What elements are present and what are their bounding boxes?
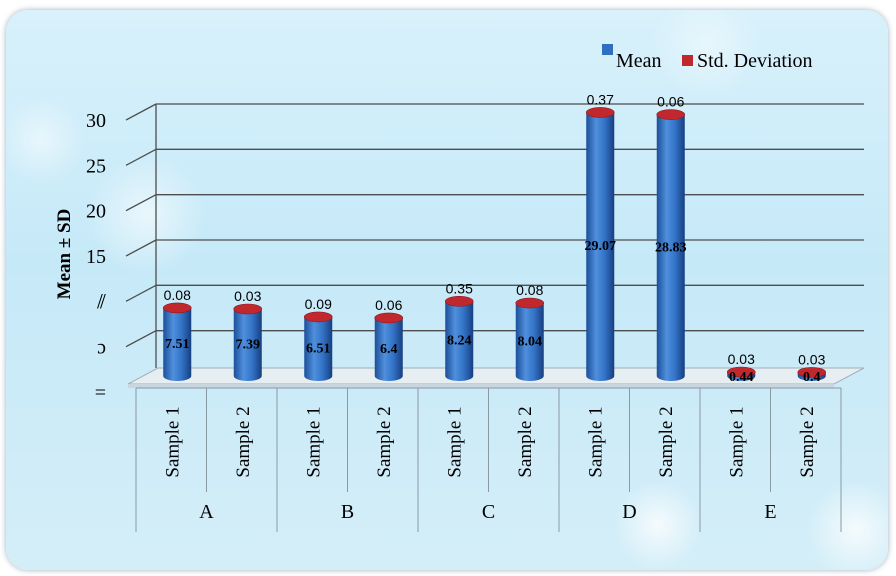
legend-swatch-mean	[602, 44, 613, 55]
y-tick-label: 25	[86, 155, 106, 177]
bar-body	[586, 112, 615, 382]
x-tick-label: Sample 2	[233, 406, 254, 477]
mean-value-label: 29.07	[585, 239, 617, 254]
bars: 7.510.087.390.036.510.096.40.068.240.358…	[162, 91, 827, 385]
x-tick-label: Sample 2	[515, 406, 536, 477]
background-highlights	[6, 10, 888, 570]
bar: 28.83 0.06	[655, 94, 687, 382]
x-tick-label: Sample 1	[303, 406, 324, 477]
bar-body	[374, 317, 403, 382]
bar-body	[304, 316, 333, 382]
mean-value-label: 28.83	[655, 240, 687, 255]
gridline-depth	[125, 103, 157, 121]
bar: 8.24 0.35	[444, 280, 474, 381]
y-tick-label: 20	[86, 201, 106, 223]
legend-label-sd: Std. Deviation	[697, 50, 813, 72]
sd-cap	[797, 367, 827, 378]
gridline-depth	[125, 194, 157, 212]
sd-value-label: 0.06	[657, 94, 684, 110]
bar: 0.4 0.03	[797, 351, 827, 385]
group-label: D	[622, 501, 636, 523]
sd-value-label: 0.08	[164, 287, 191, 303]
x-tick-label: Sample 1	[162, 406, 183, 477]
mean-value-label: 8.04	[518, 335, 543, 350]
y-tick-label: 15	[86, 246, 106, 268]
gridline-depth	[125, 148, 157, 166]
sd-cap	[374, 312, 404, 324]
group-label: E	[764, 501, 776, 523]
mean-value-label: 6.4	[380, 342, 398, 357]
bar-body	[515, 303, 544, 382]
bar-body	[163, 307, 192, 382]
sd-cap	[726, 366, 756, 378]
sd-value-label: 0.03	[234, 288, 261, 304]
x-tick-label: Sample 2	[656, 406, 677, 477]
legend-label-mean: Mean	[616, 50, 662, 72]
mean-value-label: 6.51	[306, 341, 331, 356]
sd-cap	[233, 303, 263, 315]
group-label: C	[482, 501, 495, 523]
legend: Mean Std. Deviation	[602, 44, 813, 72]
chart-frame: = ɔ ⫽ 15 20 25 30 Sample 1 Sample 2 Sample 1 Samp…	[6, 10, 888, 570]
bar: 29.07 0.37	[585, 91, 617, 382]
x-tick-label: Sample 1	[726, 406, 747, 477]
sd-value-label: 0.03	[798, 351, 825, 367]
mean-value-label: 0.4	[803, 370, 821, 385]
sd-value-label: 0.03	[728, 351, 755, 367]
bar: 6.4 0.06	[374, 297, 404, 382]
mean-value-label: 0.44	[729, 370, 754, 385]
bar-body	[445, 301, 474, 381]
y-axis-label: Mean ± SD	[54, 209, 75, 300]
x-tick-label: Sample 1	[585, 406, 606, 477]
legend-swatch-sd	[682, 55, 693, 66]
gridline-depth	[125, 330, 157, 348]
sd-value-label: 0.37	[587, 91, 614, 107]
x-axis: Sample 1 Sample 2 Sample 1 Sample 2 Sample 1…	[135, 387, 842, 532]
sd-cap	[303, 311, 333, 323]
y-axis-ticks: = ɔ ⫽ 15 20 25 30	[86, 110, 106, 404]
chart-floor-front	[128, 384, 834, 388]
y-tick-label: ⫽	[96, 291, 106, 313]
sd-value-label: 0.08	[516, 282, 543, 298]
sd-cap	[162, 302, 192, 314]
group-label: B	[341, 501, 354, 523]
mean-value-label: 7.39	[236, 337, 261, 352]
x-tick-label: Sample 2	[797, 406, 818, 477]
sd-cap	[515, 297, 545, 309]
y-tick-label: 30	[86, 110, 106, 132]
sd-value-label: 0.06	[375, 297, 402, 313]
bar: 8.04 0.08	[515, 282, 545, 382]
x-tick-label: Sample 1	[444, 406, 465, 477]
x-tick-label: Sample 2	[374, 406, 395, 477]
sd-cap	[656, 109, 686, 120]
y-tick-label: =	[95, 382, 106, 404]
sd-value-label: 0.09	[305, 296, 332, 312]
bar: 7.51 0.08	[162, 287, 192, 382]
gridline-depth	[125, 284, 157, 302]
bar-body	[656, 114, 685, 382]
y-tick-label: ɔ	[97, 337, 106, 359]
gridlines	[125, 103, 864, 368]
sd-cap	[585, 107, 615, 118]
group-label: A	[199, 501, 214, 523]
mean-value-label: 7.51	[165, 337, 190, 352]
bar: 7.39 0.03	[233, 288, 263, 382]
sd-value-label: 0.35	[446, 280, 473, 296]
bar-body	[233, 308, 262, 382]
sd-cap	[444, 295, 474, 307]
bar: 0.44 0.03	[726, 351, 756, 385]
mean-value-label: 8.24	[447, 334, 472, 349]
gridline-depth	[125, 239, 157, 257]
bar: 6.51 0.09	[303, 296, 333, 382]
